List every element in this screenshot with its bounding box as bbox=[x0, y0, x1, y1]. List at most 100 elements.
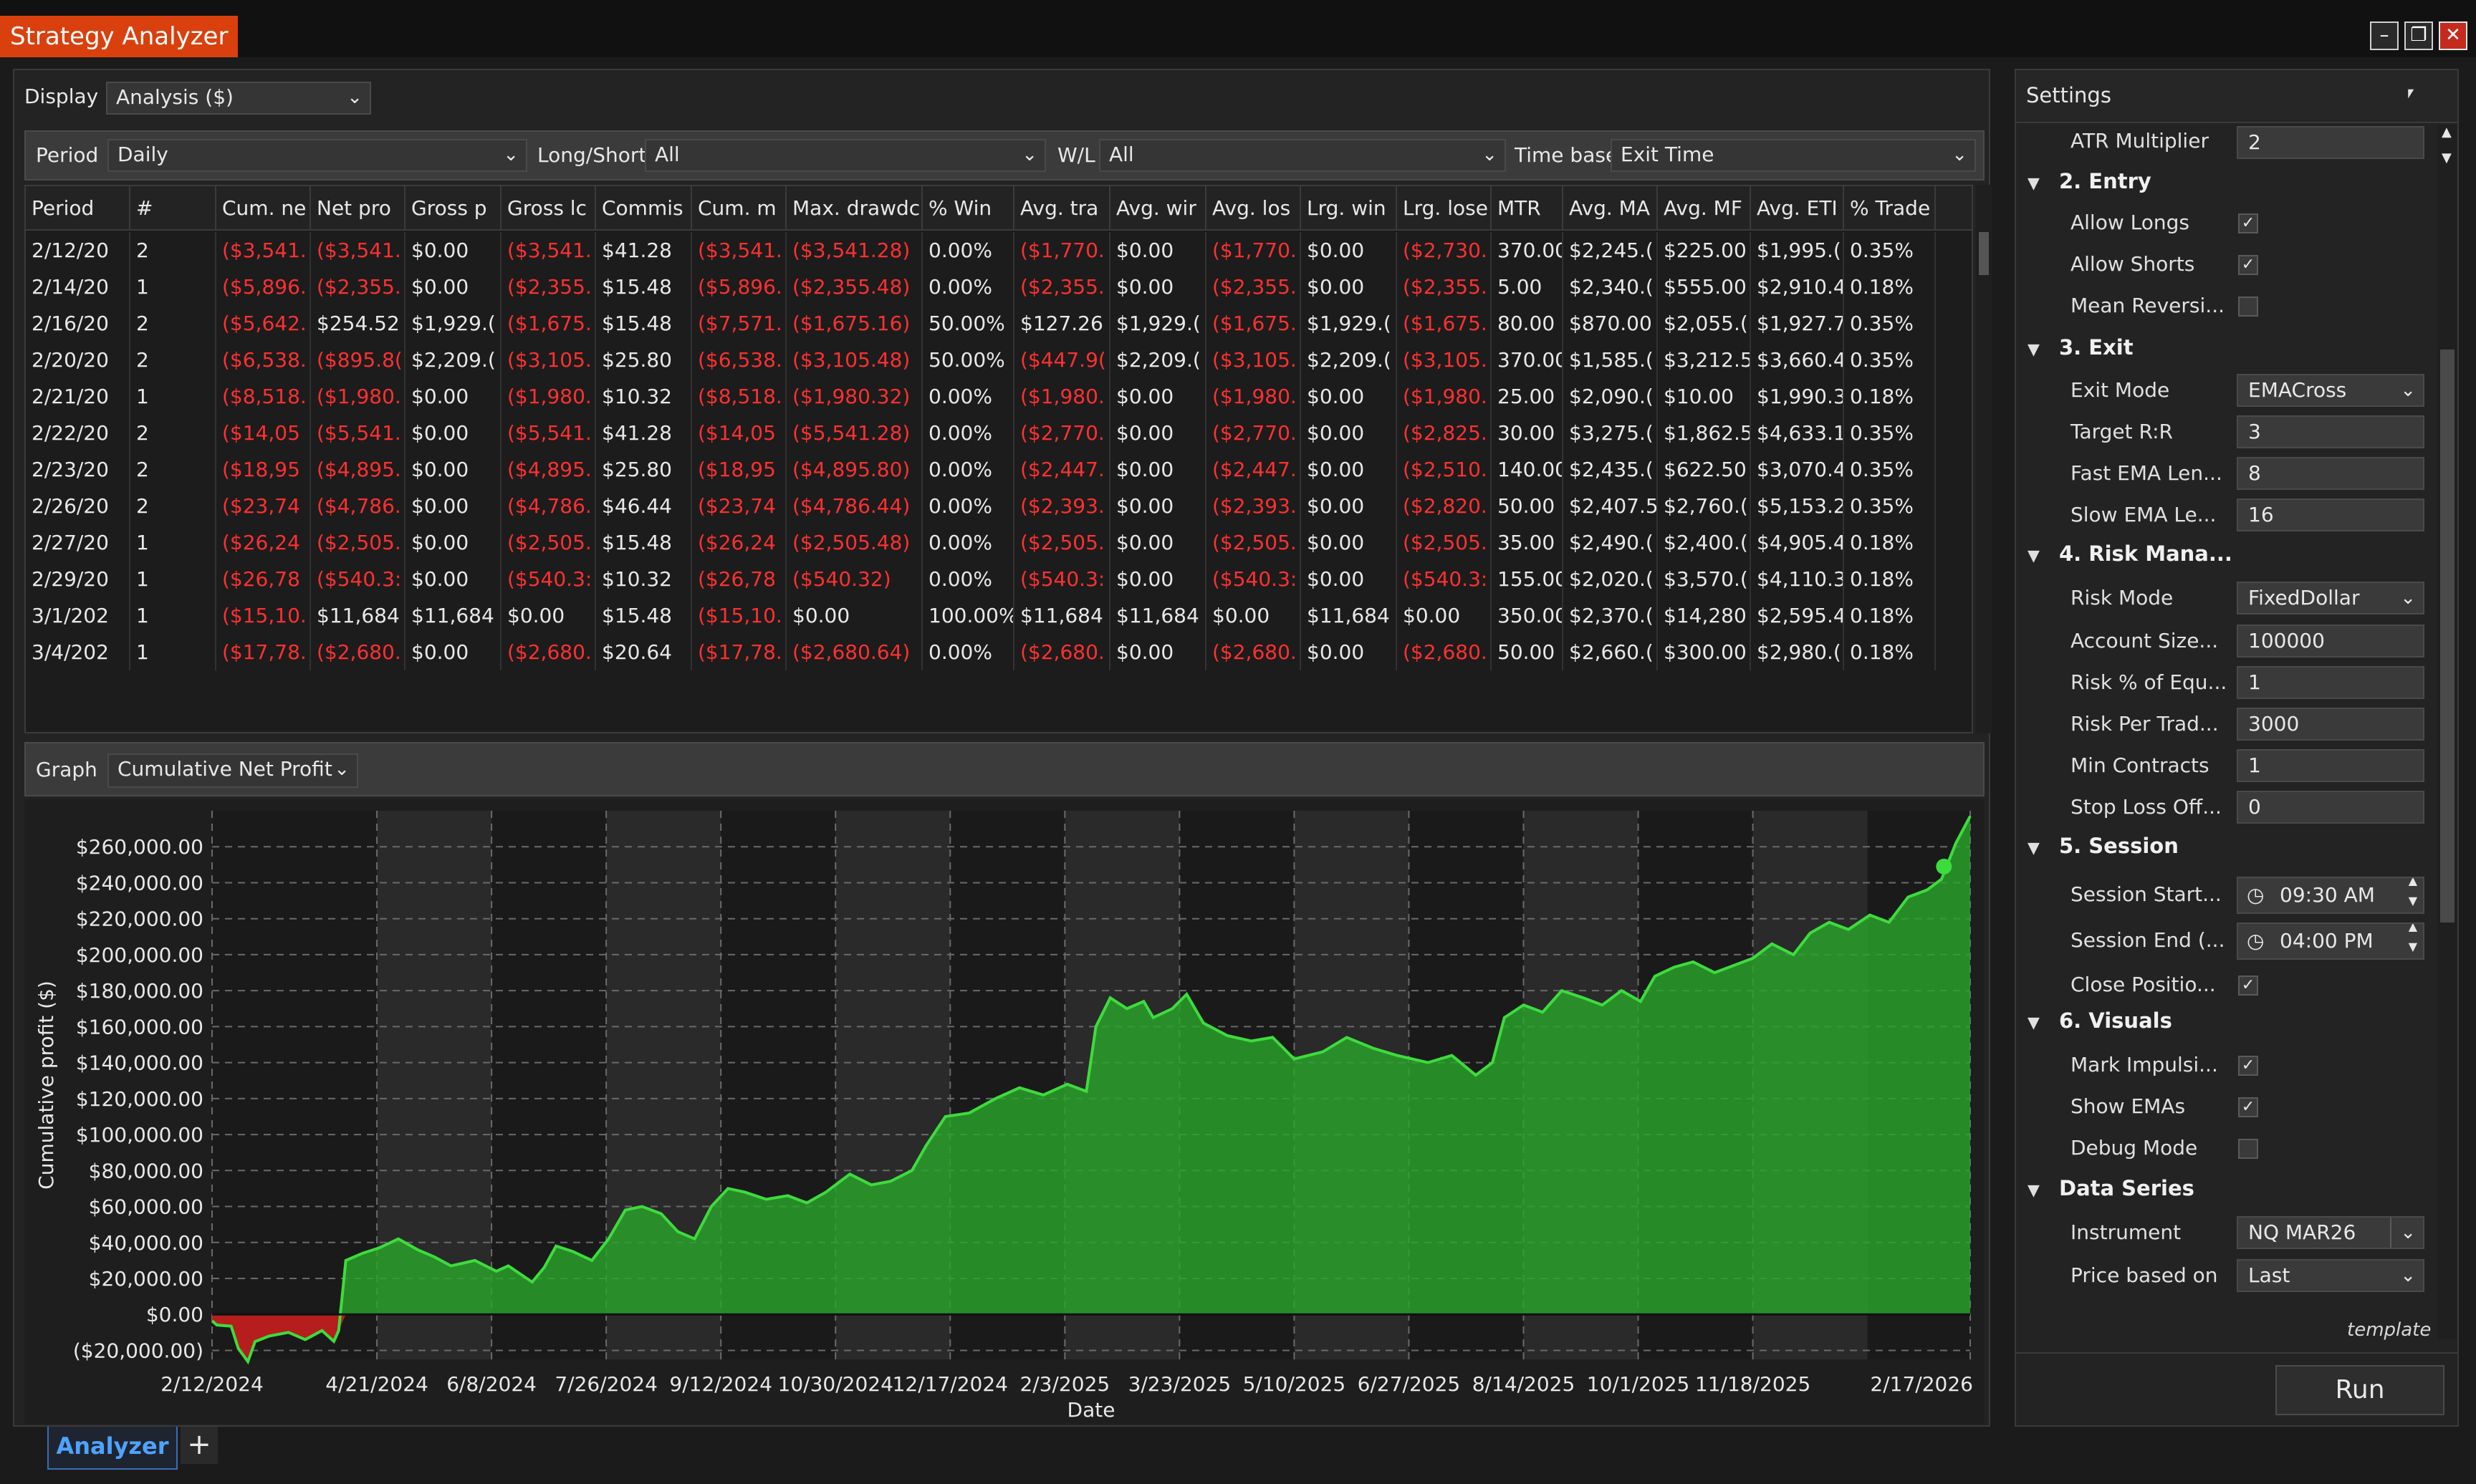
risk-mode-select[interactable]: FixedDollar ⌄ bbox=[2237, 582, 2424, 615]
add-tab-button[interactable]: + bbox=[181, 1427, 218, 1464]
column-header[interactable]: Gross lc bbox=[502, 186, 596, 231]
debug-mode-checkbox[interactable] bbox=[2238, 1139, 2258, 1159]
mark-impulse-checkbox[interactable]: ✓ bbox=[2238, 1056, 2258, 1076]
wl-select[interactable]: All ⌄ bbox=[1099, 139, 1506, 172]
column-header[interactable]: Max. drawdc bbox=[787, 186, 923, 231]
pin-icon[interactable]: ⎖ bbox=[2403, 82, 2418, 103]
collapse-icon[interactable]: ▼ bbox=[2028, 1014, 2040, 1032]
run-button[interactable]: Run bbox=[2275, 1365, 2444, 1415]
column-header[interactable]: % Win bbox=[923, 186, 1014, 231]
column-header[interactable]: Lrg. lose bbox=[1397, 186, 1492, 231]
column-header[interactable]: Avg. ETI bbox=[1751, 186, 1844, 231]
account-size-input[interactable]: 100000 bbox=[2237, 625, 2424, 657]
settings-scrollbar[interactable]: ▲ ▼ bbox=[2437, 125, 2457, 1339]
price-based-select[interactable]: Last ⌄ bbox=[2237, 1259, 2424, 1292]
column-header[interactable]: Avg. wir bbox=[1110, 186, 1206, 231]
table-scrollbar[interactable] bbox=[1976, 185, 1992, 733]
table-row[interactable]: 3/4/202 1 ($17,78. ($2,680. $0.00 ($2,680. $20… bbox=[26, 634, 1972, 670]
timebase-select[interactable]: Exit Time ⌄ bbox=[1611, 139, 1976, 172]
table-row[interactable]: 2/23/20 2 ($18,95 ($4,895. $0.00 ($4,895. $25.… bbox=[26, 451, 1972, 488]
table-row[interactable]: 2/14/20 1 ($5,896. ($2,355. $0.00 ($2,355. $15… bbox=[26, 269, 1972, 305]
column-header[interactable]: Net pro bbox=[311, 186, 406, 231]
x-tick-label: 10/30/2024 bbox=[778, 1372, 893, 1396]
table-cell: 0.00% bbox=[923, 378, 1014, 415]
column-header[interactable]: Avg. tra bbox=[1014, 186, 1110, 231]
minimize-button[interactable]: – bbox=[2370, 21, 2399, 50]
table-row[interactable]: 3/1/202 1 ($15,10. $11,684 $11,684 $0.00 $15.4… bbox=[26, 597, 1972, 634]
collapse-icon[interactable]: ▼ bbox=[2028, 839, 2040, 857]
longshort-select[interactable]: All ⌄ bbox=[645, 139, 1046, 172]
category-exit[interactable]: 3. Exit bbox=[2059, 335, 2134, 360]
column-header[interactable]: Lrg. win bbox=[1301, 186, 1397, 231]
scroll-up-icon[interactable]: ▲ bbox=[2442, 125, 2452, 140]
scrollbar-thumb[interactable] bbox=[1979, 232, 1989, 275]
table-row[interactable]: 2/21/20 1 ($8,518. ($1,980. $0.00 ($1,980. $10… bbox=[26, 378, 1972, 415]
min-contracts-input[interactable]: 1 bbox=[2237, 749, 2424, 782]
session-start-input[interactable]: ◷ 09:30 AM ▲ ▼ bbox=[2237, 877, 2424, 914]
close-positions-checkbox[interactable]: ✓ bbox=[2238, 975, 2258, 996]
column-header[interactable]: Gross p bbox=[406, 186, 502, 231]
table-row[interactable]: 2/29/20 1 ($26,78 ($540.3: $0.00 ($540.3: $10.… bbox=[26, 561, 1972, 597]
category-risk[interactable]: 4. Risk Mana... bbox=[2059, 541, 2232, 566]
column-header[interactable]: # bbox=[130, 186, 216, 231]
session-end-input[interactable]: ◷ 04:00 PM ▲ ▼ bbox=[2237, 922, 2424, 960]
close-button[interactable]: ✕ bbox=[2439, 21, 2467, 50]
collapse-icon[interactable]: ▼ bbox=[2028, 547, 2040, 565]
show-emas-checkbox[interactable]: ✓ bbox=[2238, 1097, 2258, 1117]
template-link[interactable]: template bbox=[2347, 1319, 2432, 1341]
slow-ema-input[interactable]: 16 bbox=[2237, 498, 2424, 531]
table-row[interactable]: 2/27/20 1 ($26,24 ($2,505. $0.00 ($2,505. $15.… bbox=[26, 524, 1972, 561]
column-header[interactable]: Avg. los bbox=[1206, 186, 1301, 231]
table-cell: ($2,355. bbox=[502, 269, 596, 305]
category-session[interactable]: 5. Session bbox=[2059, 834, 2179, 858]
table-cell: $0.00 bbox=[406, 634, 502, 670]
target-rr-input[interactable]: 3 bbox=[2237, 415, 2424, 448]
collapse-icon[interactable]: ▼ bbox=[2028, 175, 2040, 193]
collapse-icon[interactable]: ▼ bbox=[2028, 1182, 2040, 1200]
category-entry[interactable]: 2. Entry bbox=[2059, 169, 2151, 193]
category-visuals[interactable]: 6. Visuals bbox=[2059, 1008, 2172, 1033]
scrollbar-thumb[interactable] bbox=[2440, 350, 2455, 922]
scroll-down-icon[interactable]: ▼ bbox=[2442, 150, 2452, 165]
atr-multiplier-input[interactable]: 2 bbox=[2237, 126, 2424, 159]
fast-ema-input[interactable]: 8 bbox=[2237, 457, 2424, 490]
column-header[interactable]: MTR bbox=[1492, 186, 1563, 231]
spin-up-icon[interactable]: ▲ bbox=[2408, 877, 2417, 887]
instrument-select[interactable]: NQ MAR26 ⌄ bbox=[2237, 1216, 2424, 1249]
column-header[interactable]: Cum. m bbox=[692, 186, 787, 231]
table-row[interactable]: 2/16/20 2 ($5,642. $254.52 $1,929.(($1,675. $… bbox=[26, 305, 1972, 342]
table-row[interactable]: 2/22/20 2 ($14,05 ($5,541. $0.00 ($5,541. $41.… bbox=[26, 415, 1972, 451]
stop-loss-input[interactable]: 0 bbox=[2237, 791, 2424, 824]
spin-up-icon[interactable]: ▲ bbox=[2408, 922, 2417, 933]
column-header[interactable]: Period bbox=[26, 186, 130, 231]
table-cell: 2 bbox=[130, 415, 216, 451]
table-cell: $15.48 bbox=[596, 524, 692, 561]
allow-longs-checkbox[interactable]: ✓ bbox=[2238, 213, 2258, 233]
chevron-down-icon[interactable]: ⌄ bbox=[2400, 1222, 2416, 1243]
column-header[interactable]: Commis bbox=[596, 186, 692, 231]
mean-reversion-checkbox[interactable] bbox=[2238, 297, 2258, 317]
exit-mode-select[interactable]: EMACross ⌄ bbox=[2237, 374, 2424, 407]
table-row[interactable]: 2/12/20 2 ($3,541. ($3,541. $0.00 ($3,541. $41… bbox=[26, 232, 1972, 269]
column-header[interactable]: Avg. MF bbox=[1658, 186, 1751, 231]
table-row[interactable]: 2/20/20 2 ($6,538. ($895.8($2,209.(($3,105.… bbox=[26, 342, 1972, 378]
exit-mode-label: Exit Mode bbox=[2070, 378, 2170, 402]
risk-pct-input[interactable]: 1 bbox=[2237, 666, 2424, 699]
category-data-series[interactable]: Data Series bbox=[2059, 1176, 2194, 1200]
column-header[interactable]: % Trade bbox=[1844, 186, 1936, 231]
column-header[interactable]: Cum. ne bbox=[216, 186, 311, 231]
collapse-icon[interactable]: ▼ bbox=[2028, 341, 2040, 359]
table-cell: ($2,355. bbox=[1014, 269, 1110, 305]
risk-per-trade-input[interactable]: 3000 bbox=[2237, 708, 2424, 741]
table-row[interactable]: 2/26/20 2 ($23,74 ($4,786. $0.00 ($4,786. $46.… bbox=[26, 488, 1972, 524]
allow-shorts-checkbox[interactable]: ✓ bbox=[2238, 255, 2258, 275]
table-cell: ($15,10. bbox=[692, 597, 787, 634]
display-select[interactable]: Analysis ($) ⌄ bbox=[106, 82, 371, 115]
tab-analyzer[interactable]: Analyzer bbox=[47, 1427, 178, 1470]
period-select[interactable]: Daily ⌄ bbox=[107, 139, 527, 172]
spin-down-icon[interactable]: ▼ bbox=[2408, 940, 2417, 953]
restore-button[interactable]: ❐ bbox=[2404, 21, 2433, 50]
column-header[interactable]: Avg. MA bbox=[1563, 186, 1658, 231]
spin-down-icon[interactable]: ▼ bbox=[2408, 894, 2417, 907]
graph-select[interactable]: Cumulative Net Profit ⌄ bbox=[107, 753, 358, 788]
